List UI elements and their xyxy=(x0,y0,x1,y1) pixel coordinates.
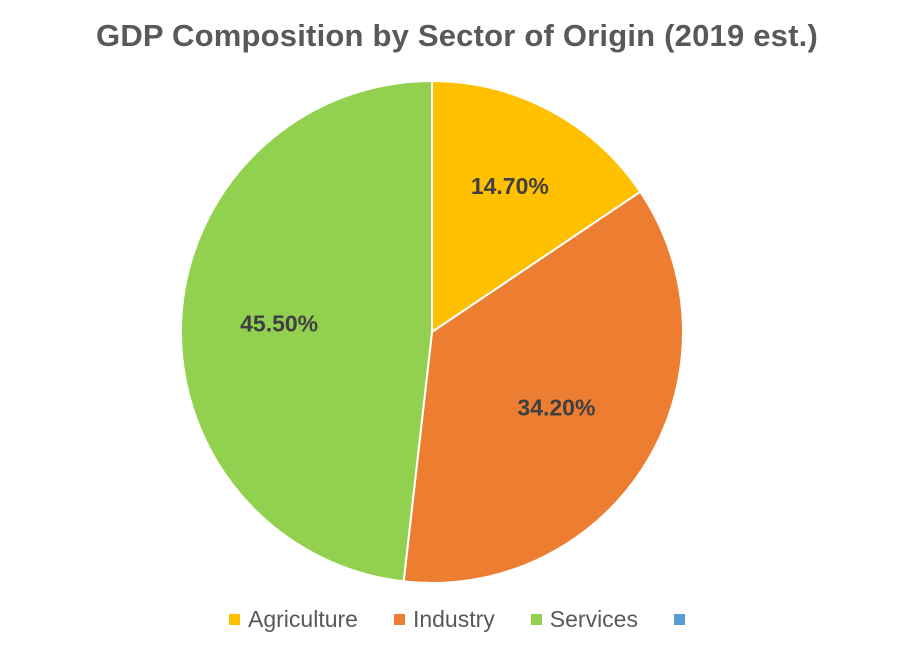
legend-item-industry: Industry xyxy=(393,606,495,633)
pie-slices xyxy=(180,79,684,584)
chart-title: GDP Composition by Sector of Origin (201… xyxy=(96,18,818,53)
legend-swatch xyxy=(530,614,542,625)
legend-item-services: Services xyxy=(530,606,638,633)
legend-label: Services xyxy=(549,606,638,632)
data-label-services: 45.50% xyxy=(240,310,318,336)
data-label-industry: 34.20% xyxy=(517,395,595,421)
data-label-agriculture: 14.70% xyxy=(471,173,549,199)
pie-slice-industry xyxy=(402,190,684,584)
legend-label: Agriculture xyxy=(248,606,358,632)
legend-label: Industry xyxy=(412,606,495,632)
legend-item-agriculture: Agriculture xyxy=(229,606,358,633)
pie-labels: 14.70% 34.20% 45.50% xyxy=(240,173,595,421)
legend-swatch xyxy=(393,614,405,625)
legend: Agriculture Industry Services xyxy=(0,606,914,633)
legend-item-blank-3 xyxy=(673,614,685,625)
legend-swatch xyxy=(229,614,241,625)
pie-slice-services xyxy=(180,79,433,583)
legend-swatch xyxy=(673,614,685,625)
pie-slice-agriculture xyxy=(431,79,642,334)
